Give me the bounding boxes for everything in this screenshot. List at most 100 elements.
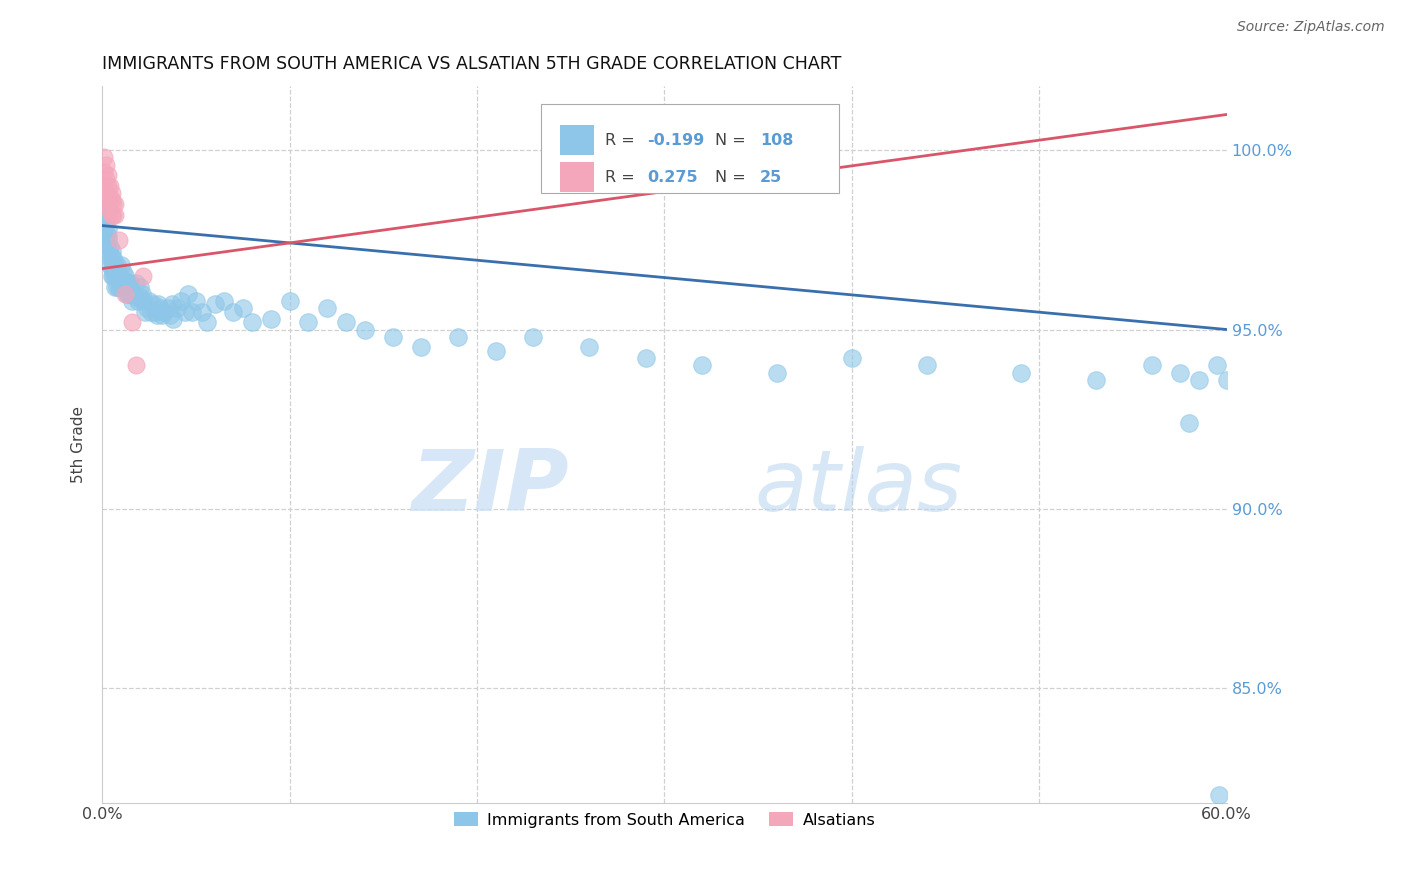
Point (114, 268, 136, 283)
Text: N =: N = (716, 133, 751, 148)
Point (1234, 366, 1257, 380)
Point (173, 304, 195, 318)
Point (915, 359, 938, 373)
Point (138, 293, 160, 308)
Point (1140, 359, 1163, 373)
Text: R =: R = (605, 133, 640, 148)
Point (485, 344, 508, 359)
Point (1010, 366, 1032, 380)
Point (105, 258, 128, 272)
Point (170, 293, 193, 308)
Point (117, 276, 139, 290)
Point (97, 169, 120, 183)
Point (127, 293, 149, 308)
Point (104, 258, 127, 272)
Point (1206, 359, 1229, 373)
Point (104, 279, 127, 293)
Text: -0.199: -0.199 (648, 133, 704, 148)
Point (104, 208, 127, 222)
Point (131, 286, 153, 301)
Point (160, 297, 183, 311)
Point (108, 268, 131, 283)
Point (111, 265, 134, 279)
Point (149, 301, 172, 315)
Legend: Immigrants from South America, Alsatians: Immigrants from South America, Alsatians (447, 805, 882, 834)
Point (103, 258, 125, 272)
Point (93, 165, 115, 179)
Point (766, 366, 789, 380)
Point (1084, 373, 1107, 387)
Point (120, 286, 142, 301)
Point (212, 293, 235, 308)
Point (94, 215, 117, 229)
Point (122, 286, 145, 301)
Point (159, 308, 181, 322)
Point (94, 172, 117, 186)
Point (94, 197, 117, 211)
Point (335, 315, 357, 329)
Text: 0.275: 0.275 (648, 169, 699, 185)
Point (128, 290, 150, 304)
Point (125, 359, 148, 373)
Point (148, 297, 170, 311)
Point (136, 301, 159, 315)
Point (97, 194, 120, 208)
Text: Source: ZipAtlas.com: Source: ZipAtlas.com (1237, 20, 1385, 34)
Point (108, 279, 131, 293)
Point (97, 244, 120, 258)
Point (153, 304, 176, 318)
Point (353, 322, 375, 336)
Point (132, 268, 155, 283)
Point (132, 293, 155, 308)
Point (105, 268, 128, 283)
Point (190, 304, 212, 318)
Text: ZIP: ZIP (412, 446, 569, 529)
Point (93, 219, 115, 233)
Point (97, 229, 120, 244)
FancyBboxPatch shape (560, 125, 593, 155)
Point (139, 304, 162, 318)
Point (297, 315, 319, 329)
Point (97, 222, 120, 236)
Point (98, 204, 121, 219)
Point (98, 240, 121, 254)
Point (104, 268, 127, 283)
Point (94, 186, 117, 201)
Point (117, 286, 139, 301)
Point (128, 279, 150, 293)
Point (578, 341, 600, 355)
Point (240, 315, 263, 329)
Point (93, 151, 115, 165)
Point (260, 311, 283, 326)
Point (121, 293, 143, 308)
Point (181, 304, 204, 318)
Point (125, 276, 148, 290)
Text: 25: 25 (761, 169, 782, 185)
Point (100, 186, 122, 201)
Point (115, 286, 138, 301)
Point (103, 208, 125, 222)
Point (111, 276, 134, 290)
Point (110, 279, 132, 293)
Point (100, 194, 122, 208)
Point (115, 276, 138, 290)
Point (104, 197, 127, 211)
Point (103, 197, 125, 211)
Point (1215, 373, 1237, 387)
Point (166, 301, 188, 315)
Point (108, 233, 131, 247)
Point (100, 268, 122, 283)
Point (381, 329, 404, 343)
Point (222, 304, 245, 318)
FancyBboxPatch shape (560, 162, 593, 193)
Point (94, 226, 117, 240)
Point (204, 297, 226, 311)
Point (156, 301, 179, 315)
Point (1208, 789, 1230, 803)
Point (177, 286, 200, 301)
Point (195, 315, 218, 329)
Point (184, 293, 207, 308)
Point (1178, 416, 1201, 430)
Point (103, 251, 125, 265)
Point (93, 229, 115, 244)
